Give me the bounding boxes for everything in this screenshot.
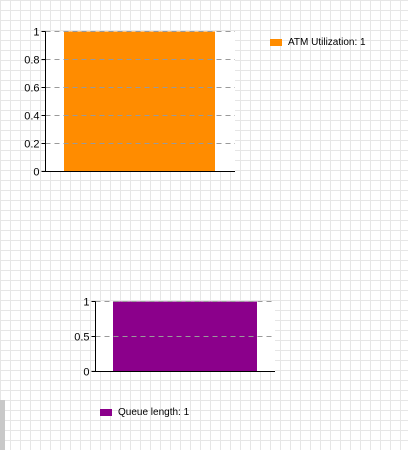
- queue-length-y-tick-label: 0.5: [74, 332, 89, 344]
- queue-length-legend-swatch: [100, 409, 112, 416]
- atm-utilization-legend-label: ATM Utilization: 1: [288, 37, 366, 48]
- queue-length-legend-label: Queue length: 1: [118, 407, 190, 418]
- queue-length-y-tick-label: 0: [83, 367, 89, 379]
- queue-length-legend: Queue length: 1: [100, 407, 189, 418]
- atm-utilization-y-tick-label: 0.6: [24, 83, 39, 95]
- atm-utilization-y-tick-label: 0.4: [24, 111, 39, 123]
- queue-length-y-tick-label: 1: [83, 297, 89, 309]
- queue-length-chart: 00.51: [74, 297, 275, 379]
- atm-utilization-y-tick-label: 0.8: [24, 55, 39, 67]
- atm-utilization-y-tick-label: 1: [33, 27, 39, 39]
- atm-utilization-legend: ATM Utilization: 1: [270, 37, 366, 48]
- atm-utilization-bar: [64, 31, 215, 172]
- scrollbar-handle[interactable]: [0, 400, 5, 450]
- atm-utilization-y-tick-label: 0: [33, 167, 39, 179]
- atm-utilization-y-tick-label: 0.2: [24, 139, 39, 151]
- atm-utilization-legend-swatch: [270, 39, 282, 46]
- atm-utilization-chart: 0 0.2 0.4 0.6 0.8 1: [24, 27, 235, 179]
